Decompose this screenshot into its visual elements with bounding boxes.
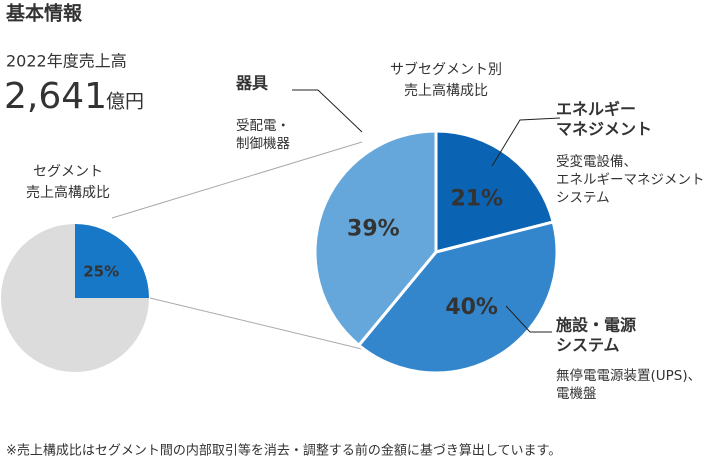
revenue-label: 2022年度売上高: [6, 52, 127, 71]
category-label: システム: [556, 336, 620, 355]
category-label: 器具: [235, 74, 268, 93]
value-label: 40%: [445, 295, 498, 320]
pie-slice: [313, 129, 438, 348]
category-label: エネルギー: [556, 100, 636, 119]
chart-title: セグメント: [33, 164, 103, 180]
category-description: 制御機器: [236, 136, 290, 152]
category-label: 施設・電源: [556, 316, 636, 335]
category-description: 受配電・: [236, 118, 290, 134]
pie-slice: [434, 129, 556, 254]
page-title: 基本情報: [5, 2, 83, 25]
value-label: 25%: [83, 262, 119, 280]
pie-slice: [1, 224, 149, 372]
connector: [111, 141, 363, 219]
pie-slice: [75, 224, 149, 298]
chart-title: サブセグメント別: [390, 61, 502, 78]
callout-line: [505, 305, 552, 333]
category-description: 受変電設備、: [556, 153, 637, 170]
category-description: 無停電電源装置(UPS)、: [556, 367, 701, 384]
connector: [149, 297, 367, 351]
category-description: エネルギーマネジメント: [556, 172, 705, 188]
category-description: 電機盤: [556, 386, 597, 402]
chart-title: 売上高構成比: [404, 82, 488, 99]
chart-title: 売上高構成比: [26, 184, 110, 201]
callout-line: [292, 89, 363, 133]
value-label: 21%: [450, 186, 503, 211]
revenue-unit: 億円: [106, 91, 144, 113]
callout-line: [491, 117, 561, 167]
revenue-value: 2,641: [4, 76, 107, 117]
value-label: 39%: [347, 216, 400, 241]
category-label: マネジメント: [556, 120, 652, 139]
category-description: システム: [556, 190, 610, 206]
footnote: ※売上構成比はセグメント間の内部取引等を消去・調整する前の金額に基づき算出してい…: [6, 443, 561, 459]
pie-slice: [356, 220, 559, 375]
